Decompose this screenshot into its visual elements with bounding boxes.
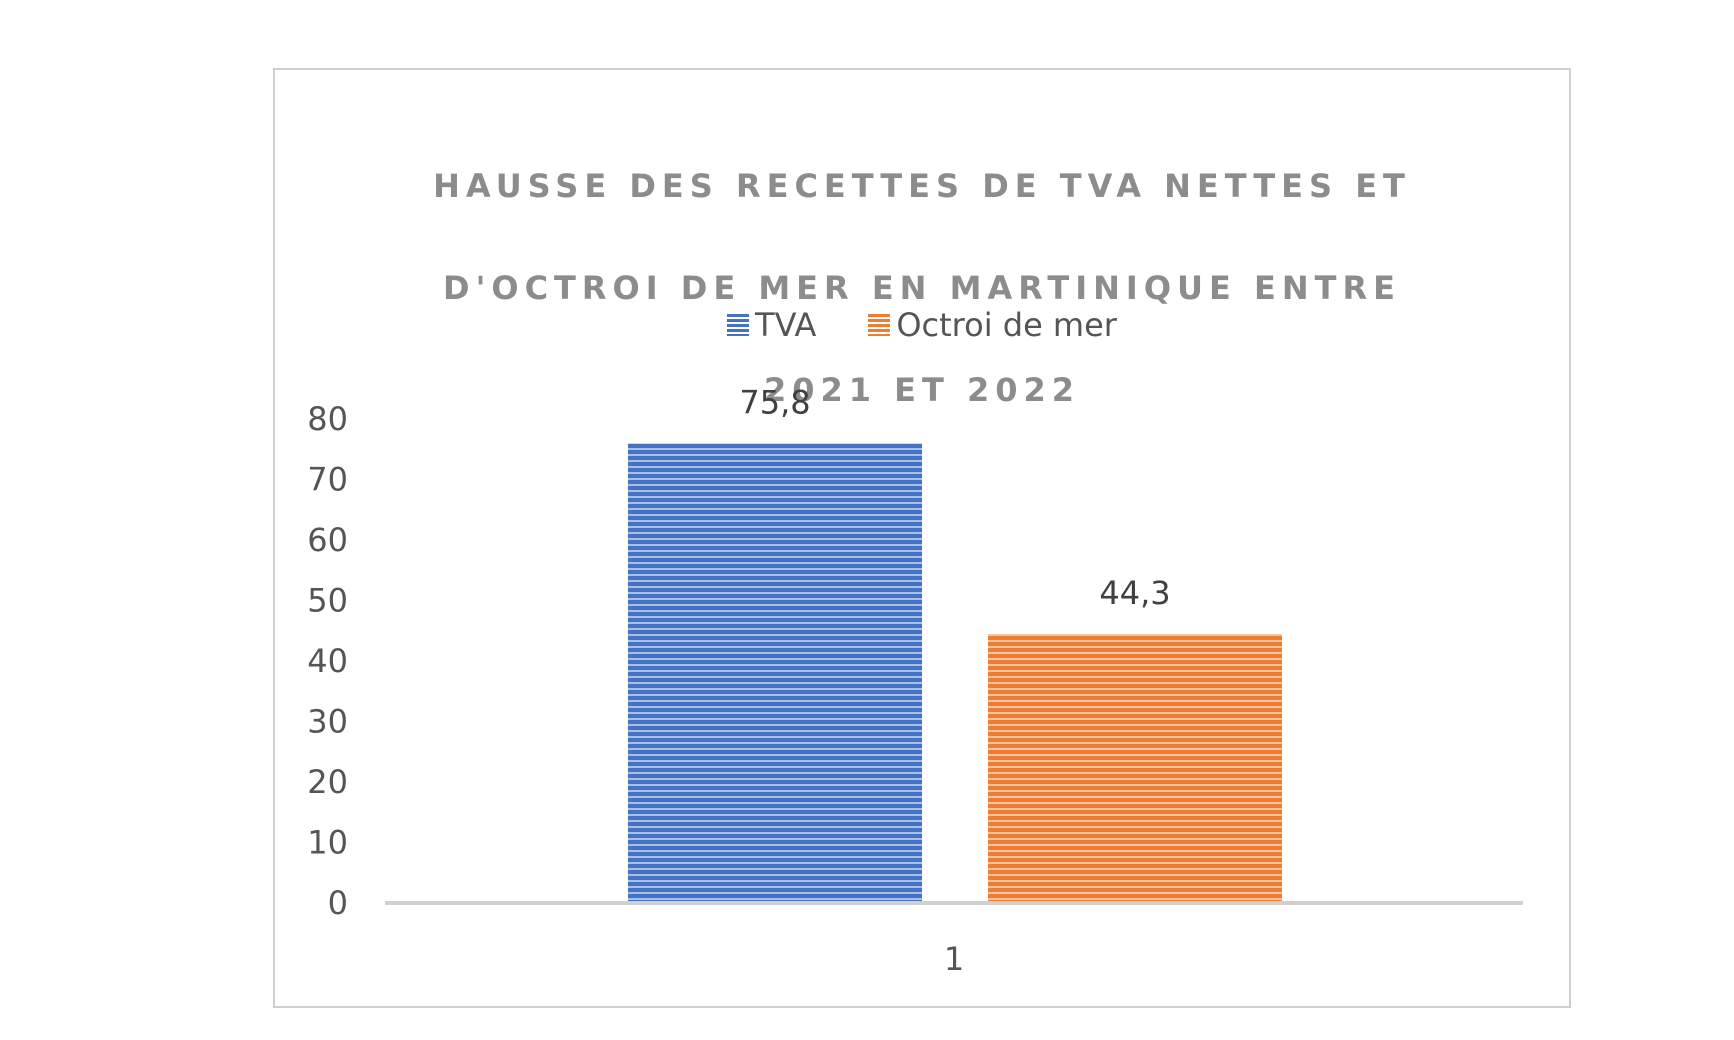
- legend-item-octroi: Octroi de mer: [868, 306, 1117, 344]
- x-tick-label: 1: [944, 940, 964, 978]
- y-tick-label: 60: [307, 521, 348, 559]
- legend: TVA Octroi de mer: [275, 306, 1569, 344]
- chart-title-line-3: 2021 ET 2022: [763, 371, 1081, 409]
- data-label-octroi-de-mer: 44,3: [1099, 574, 1170, 612]
- data-labels: 75,8 44,3: [739, 383, 1170, 612]
- y-axis-ticks: 0 10 20 30 40 50 60 70 80: [307, 400, 348, 922]
- bars: [628, 443, 1282, 902]
- x-axis-ticks: 1: [944, 940, 964, 978]
- y-tick-label: 30: [307, 703, 348, 741]
- y-tick-label: 40: [307, 642, 348, 680]
- legend-swatch-tva: [727, 314, 750, 336]
- y-tick-label: 0: [328, 884, 348, 922]
- y-tick-label: 10: [307, 824, 348, 862]
- chart-title-line-2: D'OCTROI DE MER EN MARTINIQUE ENTRE: [443, 269, 1401, 307]
- bar-octroi-de-mer: [988, 633, 1282, 902]
- y-tick-label: 20: [307, 763, 348, 801]
- legend-label-tva: TVA: [755, 306, 817, 344]
- data-label-tva: 75,8: [739, 383, 810, 421]
- legend-swatch-octroi: [868, 314, 891, 336]
- y-tick-label: 80: [307, 400, 348, 438]
- chart-title-line-1: HAUSSE DES RECETTES DE TVA NETTES ET: [433, 167, 1411, 205]
- legend-item-tva: TVA: [727, 306, 816, 344]
- y-tick-label: 70: [307, 461, 348, 499]
- chart-title: HAUSSE DES RECETTES DE TVA NETTES ET D'O…: [275, 110, 1569, 467]
- bar-tva: [628, 443, 922, 902]
- legend-label-octroi: Octroi de mer: [896, 306, 1117, 344]
- y-tick-label: 50: [307, 582, 348, 620]
